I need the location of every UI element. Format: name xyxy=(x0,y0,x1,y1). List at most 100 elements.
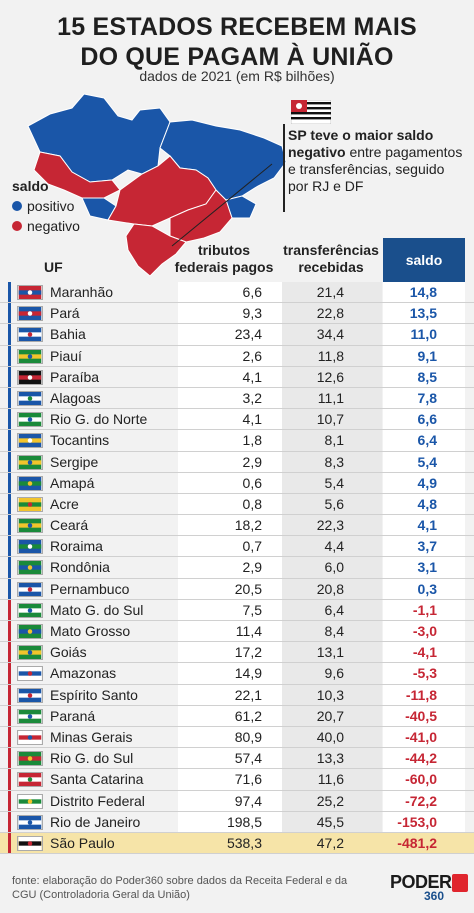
row-tributos-cell: 22,1 xyxy=(178,684,282,705)
row-transferencias-cell: 13,3 xyxy=(282,748,382,769)
legend-negative: negativo xyxy=(12,218,80,234)
row-sign-bar xyxy=(8,684,11,705)
table-row: Minas Gerais 80,9 40,0 -41,0 xyxy=(0,726,474,749)
row-saldo-cell: -11,8 xyxy=(383,684,465,705)
row-tributos-cell: 11,4 xyxy=(178,621,282,642)
row-tributos: 7,5 xyxy=(242,601,262,618)
row-uf: Paraíba xyxy=(50,368,100,385)
row-transferencias-cell: 5,6 xyxy=(282,493,382,515)
row-uf: Pará xyxy=(50,305,80,322)
row-saldo-cell: 4,9 xyxy=(383,472,465,493)
row-sign-bar xyxy=(8,769,11,790)
row-transferencias: 5,6 xyxy=(324,495,344,512)
legend-positive: positivo xyxy=(12,198,80,214)
row-transferencias-cell: 10,3 xyxy=(282,684,382,705)
row-sign-bar xyxy=(8,726,11,748)
subtitle: dados de 2021 (em R$ bilhões) xyxy=(139,68,335,84)
table-row: Sergipe 2,9 8,3 5,4 xyxy=(0,451,474,473)
row-sign-bar xyxy=(8,493,11,515)
state-flag-icon xyxy=(17,624,43,639)
row-tributos-cell: 97,4 xyxy=(178,790,282,811)
row-tributos-cell: 57,4 xyxy=(178,748,282,769)
row-transferencias-cell: 10,7 xyxy=(282,409,382,430)
row-transferencias: 10,3 xyxy=(316,686,344,703)
row-saldo: 9,1 xyxy=(417,347,437,364)
row-transferencias: 40,0 xyxy=(316,728,344,745)
row-transferencias-cell: 34,4 xyxy=(282,324,382,345)
row-transferencias-cell: 11,6 xyxy=(282,769,382,790)
row-saldo-cell: 9,1 xyxy=(383,345,465,366)
row-tributos: 0,7 xyxy=(242,538,262,555)
row-saldo: 3,7 xyxy=(417,538,437,555)
legend-title: saldo xyxy=(12,178,49,194)
row-transferencias-cell: 25,2 xyxy=(282,790,382,811)
row-uf: Maranhão xyxy=(50,284,114,300)
row-saldo: -3,0 xyxy=(412,623,437,639)
row-uf: Sergipe xyxy=(50,453,99,470)
row-saldo-cell: 4,1 xyxy=(383,515,465,536)
row-uf: Goiás xyxy=(50,644,87,661)
state-flag-icon xyxy=(17,751,43,767)
row-transferencias: 25,2 xyxy=(316,792,344,809)
row-uf: Amazonas xyxy=(50,665,117,682)
row-transferencias-cell: 5,4 xyxy=(282,472,382,493)
row-saldo: 11,0 xyxy=(410,326,437,343)
row-tributos-cell: 20,5 xyxy=(178,578,282,599)
table-row: Distrito Federal 97,4 25,2 -72,2 xyxy=(0,790,474,812)
row-uf: Rio G. do Sul xyxy=(50,750,134,767)
callout-pointer xyxy=(171,163,273,247)
row-saldo-cell: 7,8 xyxy=(383,387,465,409)
row-saldo-cell: -1,1 xyxy=(383,599,465,620)
row-saldo-cell: -5,3 xyxy=(383,663,465,684)
row-saldo: -60,0 xyxy=(405,771,437,788)
row-sign-bar xyxy=(8,451,11,472)
row-saldo: 6,4 xyxy=(417,432,437,449)
row-uf: Piauí xyxy=(50,347,82,364)
row-tributos: 20,5 xyxy=(234,580,262,597)
row-tributos: 14,9 xyxy=(234,665,262,682)
row-saldo-cell: -153,0 xyxy=(383,811,465,832)
row-transferencias: 4,4 xyxy=(324,538,344,555)
row-tributos-cell: 2,9 xyxy=(178,451,282,472)
state-flag-icon xyxy=(17,645,43,661)
row-tributos: 2,9 xyxy=(242,559,262,576)
row-saldo-cell: 13,5 xyxy=(383,303,465,324)
row-tributos-cell: 6,6 xyxy=(178,282,282,303)
callout-bar xyxy=(283,124,285,212)
row-transferencias-cell: 11,1 xyxy=(282,387,382,409)
row-uf: Minas Gerais xyxy=(50,728,133,745)
row-sign-bar xyxy=(8,663,11,684)
table-body: Maranhão 6,6 21,4 14,8 Pará 9,3 22,8 13,5 Bahia 2… xyxy=(0,282,474,855)
state-flag-icon xyxy=(17,814,43,830)
row-tributos: 0,8 xyxy=(242,495,262,512)
state-flag-icon xyxy=(17,390,43,406)
brazil-map xyxy=(20,86,300,282)
logo-sub: 360 xyxy=(424,889,445,903)
row-uf: Alagoas xyxy=(50,389,101,406)
row-saldo: -4,1 xyxy=(412,644,437,661)
row-uf: Mato Grosso xyxy=(50,623,131,639)
title-line-1: 15 ESTADOS RECEBEM MAIS xyxy=(57,13,417,41)
table-row: Pará 9,3 22,8 13,5 xyxy=(0,303,474,325)
row-sign-bar xyxy=(8,430,11,451)
row-transferencias-cell: 9,6 xyxy=(282,663,382,684)
row-saldo-cell: 3,7 xyxy=(383,536,465,557)
row-sign-bar xyxy=(8,790,11,811)
row-tributos: 61,2 xyxy=(234,707,262,724)
row-transferencias-cell: 12,6 xyxy=(282,366,382,387)
row-uf: Roraima xyxy=(50,538,103,555)
row-transferencias: 6,0 xyxy=(324,559,344,576)
table-row: Paraná 61,2 20,7 -40,5 xyxy=(0,705,474,727)
map-legend: saldo positivo negativo xyxy=(12,178,80,238)
state-flag-icon xyxy=(17,687,43,703)
row-tributos: 6,6 xyxy=(242,284,262,300)
row-tributos: 11,4 xyxy=(235,623,262,639)
row-saldo: 5,4 xyxy=(417,453,437,470)
legend-positive-label: positivo xyxy=(27,198,75,214)
row-transferencias: 11,6 xyxy=(317,771,344,788)
row-transferencias: 13,1 xyxy=(316,644,344,661)
row-uf: Ceará xyxy=(50,517,89,534)
footer-source: fonte: elaboração do Poder360 sobre dado… xyxy=(12,875,348,901)
row-saldo-cell: 0,3 xyxy=(383,578,465,599)
header-tributos: tributos federais pagos xyxy=(174,242,274,275)
